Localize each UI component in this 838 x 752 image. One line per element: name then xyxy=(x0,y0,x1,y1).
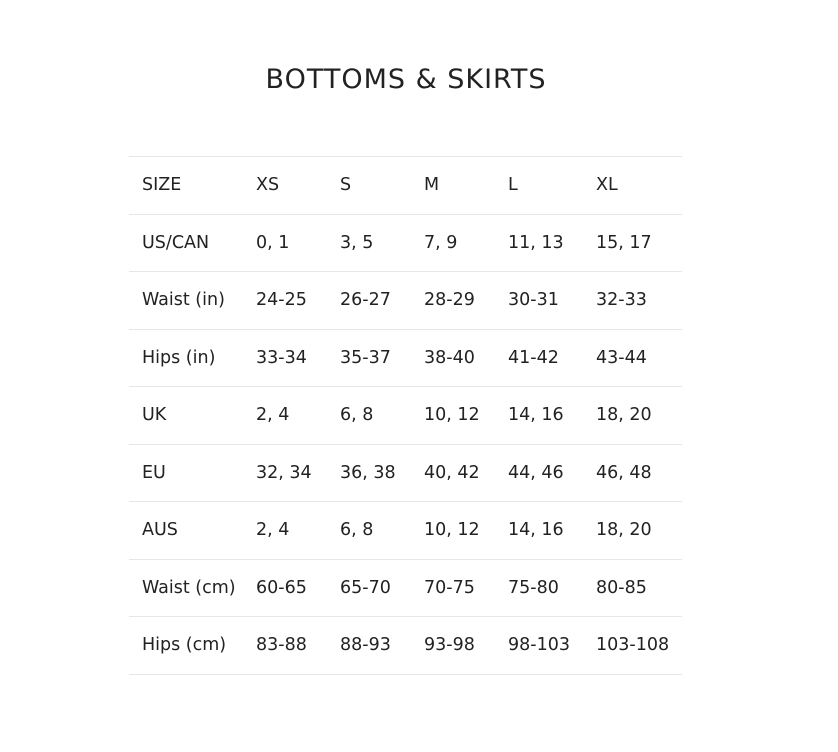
table-cell: 70-75 xyxy=(411,558,495,617)
table-cell: 11, 13 xyxy=(495,213,583,272)
table-cell: S xyxy=(327,156,411,215)
table-cell: XL xyxy=(583,156,682,215)
table-cell: 32, 34 xyxy=(243,443,327,502)
row-label: US/CAN xyxy=(129,213,243,272)
table-cell: 88-93 xyxy=(327,616,411,675)
table-cell: 6, 8 xyxy=(327,501,411,560)
table-cell: 0, 1 xyxy=(243,213,327,272)
table-cell: 7, 9 xyxy=(411,213,495,272)
table-cell: 10, 12 xyxy=(411,386,495,445)
table-cell: 65-70 xyxy=(327,558,411,617)
row-label: Waist (cm) xyxy=(129,558,243,617)
row-label: SIZE xyxy=(129,156,243,215)
table-cell: 93-98 xyxy=(411,616,495,675)
table-cell: 2, 4 xyxy=(243,501,327,560)
table-cell: 80-85 xyxy=(583,558,682,617)
table-cell: 24-25 xyxy=(243,271,327,330)
table-cell: 14, 16 xyxy=(495,501,583,560)
table-cell: 43-44 xyxy=(583,328,682,387)
table-row: Waist (in) 24-25 26-27 28-29 30-31 32-33 xyxy=(129,271,682,330)
row-label: AUS xyxy=(129,501,243,560)
table-cell: 18, 20 xyxy=(583,501,682,560)
table-cell: XS xyxy=(243,156,327,215)
table-cell: 6, 8 xyxy=(327,386,411,445)
table-cell: 2, 4 xyxy=(243,386,327,445)
table-cell: 98-103 xyxy=(495,616,583,675)
row-label: EU xyxy=(129,443,243,502)
table-cell: 14, 16 xyxy=(495,386,583,445)
table-header-row: SIZE XS S M L XL xyxy=(129,156,682,215)
table-cell: 10, 12 xyxy=(411,501,495,560)
table-cell: 38-40 xyxy=(411,328,495,387)
table-cell: 26-27 xyxy=(327,271,411,330)
table-cell: 35-37 xyxy=(327,328,411,387)
table-cell: 36, 38 xyxy=(327,443,411,502)
table-row: AUS 2, 4 6, 8 10, 12 14, 16 18, 20 xyxy=(129,501,682,560)
table-row: Hips (cm) 83-88 88-93 93-98 98-103 103-108 xyxy=(129,616,682,675)
table-row: US/CAN 0, 1 3, 5 7, 9 11, 13 15, 17 xyxy=(129,213,682,272)
table-cell: L xyxy=(495,156,583,215)
table-cell: 28-29 xyxy=(411,271,495,330)
row-label: Hips (cm) xyxy=(129,616,243,675)
table-cell: 83-88 xyxy=(243,616,327,675)
size-chart-table: SIZE XS S M L XL US/CAN 0, 1 3, 5 7, 9 11, 13 15, 1… xyxy=(129,156,682,675)
page-title: BOTTOMS & SKIRTS xyxy=(265,64,547,95)
table-cell: 41-42 xyxy=(495,328,583,387)
row-label: Waist (in) xyxy=(129,271,243,330)
table-cell: 60-65 xyxy=(243,558,327,617)
table-row: Waist (cm) 60-65 65-70 70-75 75-80 80-85 xyxy=(129,558,682,617)
table-cell: 3, 5 xyxy=(327,213,411,272)
table-cell: 18, 20 xyxy=(583,386,682,445)
table-cell: 75-80 xyxy=(495,558,583,617)
table-cell: 40, 42 xyxy=(411,443,495,502)
table-cell: 33-34 xyxy=(243,328,327,387)
table-cell: 15, 17 xyxy=(583,213,682,272)
table-cell: 46, 48 xyxy=(583,443,682,502)
table-cell: M xyxy=(411,156,495,215)
table-cell: 30-31 xyxy=(495,271,583,330)
table-row: Hips (in) 33-34 35-37 38-40 41-42 43-44 xyxy=(129,328,682,387)
table-cell: 103-108 xyxy=(583,616,682,675)
row-label: UK xyxy=(129,386,243,445)
table-cell: 32-33 xyxy=(583,271,682,330)
table-cell: 44, 46 xyxy=(495,443,583,502)
row-label: Hips (in) xyxy=(129,328,243,387)
table-row: EU 32, 34 36, 38 40, 42 44, 46 46, 48 xyxy=(129,443,682,502)
table-row: UK 2, 4 6, 8 10, 12 14, 16 18, 20 xyxy=(129,386,682,445)
